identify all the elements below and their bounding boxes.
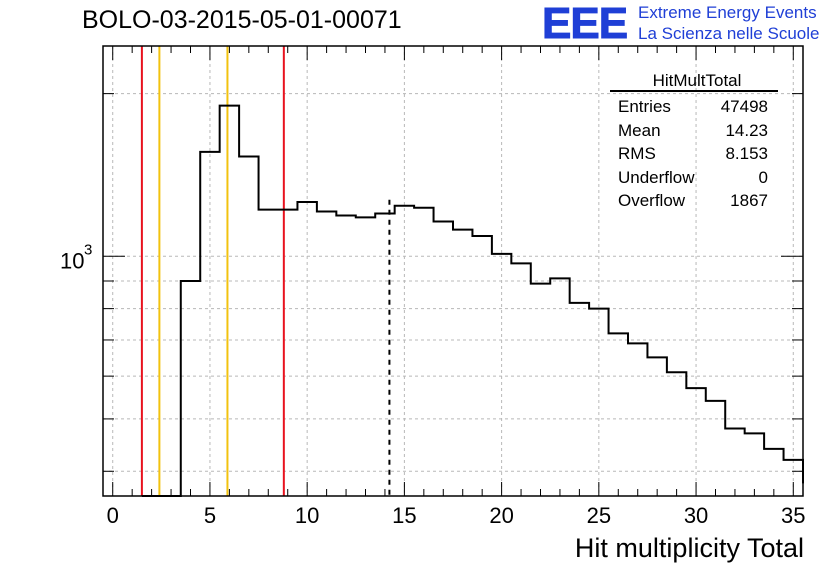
stats-box: HitMultTotal Entries 47498 Mean 14.23 RM… — [610, 71, 778, 213]
logo-caption: Extreme Energy Events La Scienza nelle S… — [638, 2, 819, 44]
grid-lines — [103, 46, 803, 496]
x-tick-label: 20 — [489, 503, 513, 528]
x-tick-label: 10 — [295, 503, 319, 528]
stats-row-underflow: Underflow 0 — [610, 166, 778, 190]
histogram-series — [141, 104, 804, 497]
chart-title: BOLO-03-2015-05-01-00071 — [82, 6, 402, 34]
stats-value: 0 — [758, 167, 768, 187]
stats-row-entries: Entries 47498 — [610, 95, 778, 119]
stats-value: 14.23 — [725, 120, 768, 140]
stats-label: Entries — [618, 97, 671, 116]
eee-logo: EEE — [542, 0, 629, 44]
x-tick-label: 0 — [107, 503, 119, 528]
stats-value: 8.153 — [725, 144, 768, 163]
stats-title: HitMultTotal — [652, 71, 742, 90]
stats-value: 1867 — [730, 191, 768, 210]
stats-label: Mean — [618, 120, 661, 140]
logo-line-1: Extreme Energy Events — [638, 3, 817, 22]
stats-value: 47498 — [720, 97, 768, 116]
stats-row-rms: RMS 8.153 — [610, 142, 778, 166]
stats-label: Overflow — [618, 191, 686, 210]
stats-row-mean: Mean 14.23 — [610, 119, 778, 143]
x-tick-label: 5 — [204, 503, 216, 528]
x-tick-label: 15 — [392, 503, 416, 528]
histogram-line — [141, 104, 804, 497]
x-axis-label: Hit multiplicity Total — [574, 533, 804, 563]
stats-label: Underflow — [618, 167, 695, 187]
stats-row-overflow: Overflow 1867 — [610, 189, 778, 213]
y-tick-exponent: 3 — [84, 241, 92, 258]
plot-frame — [102, 45, 804, 497]
stats-label: RMS — [618, 144, 656, 163]
svg-text:EEE: EEE — [542, 0, 627, 44]
x-tick-label: 25 — [587, 503, 611, 528]
marker-lines — [140, 46, 391, 496]
x-tick-label: 30 — [684, 503, 708, 528]
stats-divider — [610, 90, 778, 92]
x-tick-label: 35 — [781, 503, 805, 528]
y-tick-label: 10 — [60, 248, 84, 273]
logo-line-2: La Scienza nelle Scuole — [638, 24, 820, 43]
